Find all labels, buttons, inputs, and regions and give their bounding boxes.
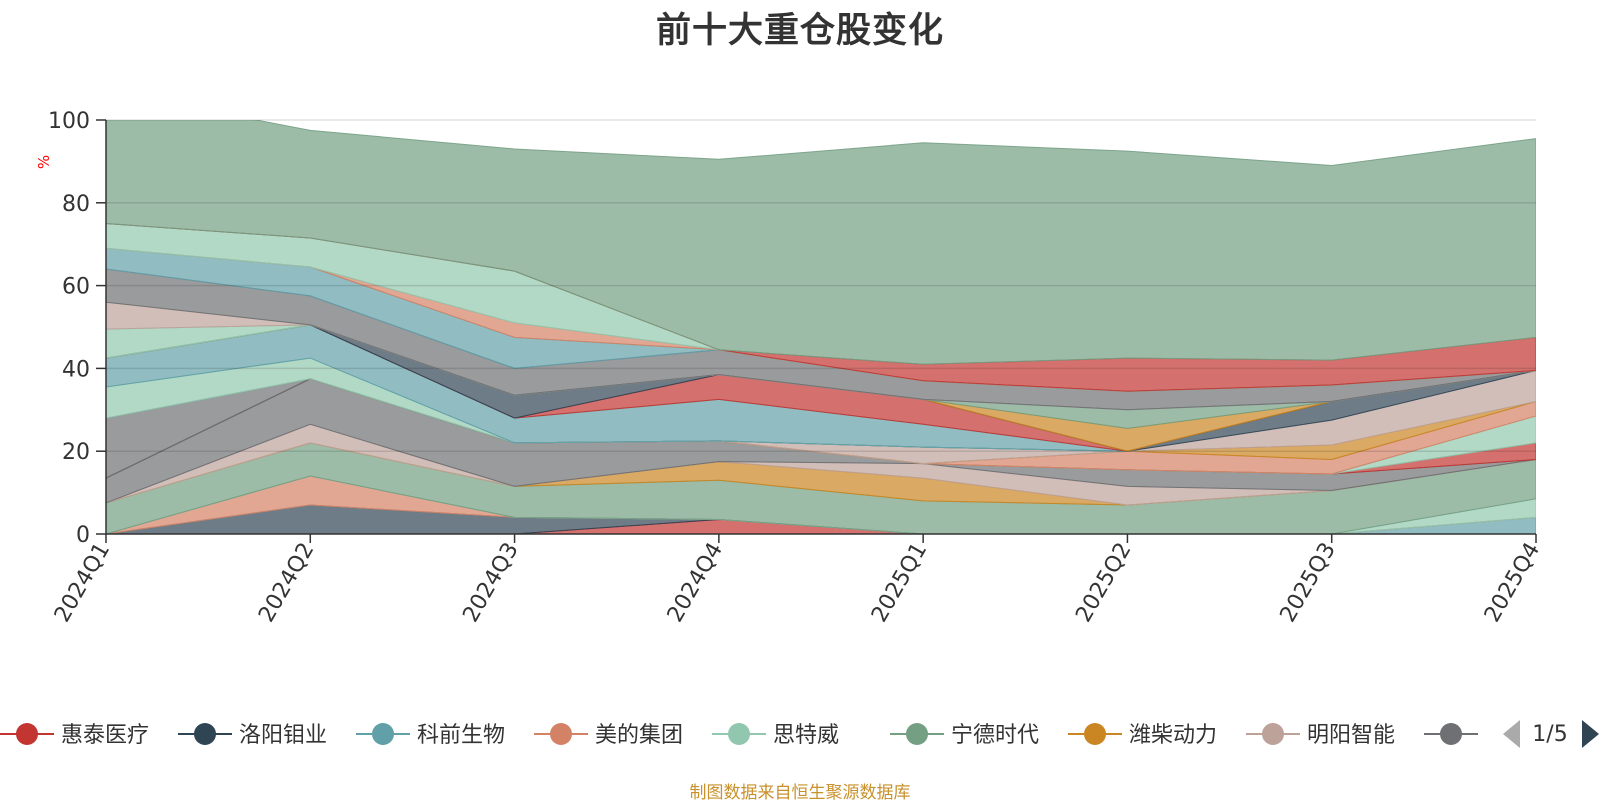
y-axis-label: % [35, 155, 53, 169]
legend-item[interactable]: 科前生物 [356, 723, 505, 748]
legend-item[interactable]: 宁德时代 [890, 723, 1039, 748]
x-tick-label: 2024Q3 [458, 539, 523, 627]
stacked-areas [106, 120, 1536, 534]
legend-page-indicator: 1/5 [1532, 722, 1567, 747]
y-tick-label: 60 [62, 275, 90, 300]
axes [96, 119, 1537, 543]
grid-lines [106, 119, 1536, 452]
x-tick-label: 2025Q1 [867, 539, 932, 627]
legend-marker [194, 723, 216, 745]
legend-item[interactable]: 明阳智能 [1246, 723, 1395, 748]
legend-label: 宁德时代 [951, 723, 1039, 748]
legend-marker [1440, 723, 1462, 745]
legend-item[interactable]: 潍柴动力 [1068, 723, 1217, 748]
x-tick-label: 2024Q4 [663, 539, 728, 627]
y-tick-label: 80 [62, 192, 90, 217]
y-tick-label: 100 [48, 109, 90, 134]
legend-label: 潍柴动力 [1129, 723, 1217, 748]
x-tick-labels: 2024Q1 2024Q2 2024Q3 2024Q4 2025Q1 2025Q2 2025… [50, 539, 1545, 627]
legend-marker [1084, 723, 1106, 745]
legend-marker [550, 723, 572, 745]
area-series-29 [106, 120, 1536, 365]
legend-item[interactable]: 思特威 [712, 723, 839, 748]
y-tick-label: 0 [76, 523, 90, 548]
chart-title: 前十大重仓股变化 [655, 11, 944, 51]
x-tick-label: 2024Q2 [254, 539, 319, 627]
x-tick-label: 2025Q3 [1276, 539, 1341, 627]
legend-label: 美的集团 [595, 723, 683, 748]
legend-label: 明阳智能 [1307, 723, 1395, 748]
triangle-right-icon[interactable] [1582, 720, 1599, 748]
legend-marker [372, 723, 394, 745]
x-tick-label: 2025Q2 [1071, 539, 1136, 627]
legend-marker [906, 723, 928, 745]
x-tick-label: 2025Q4 [1480, 539, 1545, 627]
legend-marker [1262, 723, 1284, 745]
y-tick-label: 40 [62, 357, 90, 382]
legend-item[interactable]: 拓普集团 [1424, 723, 1573, 748]
legend-label: 思特威 [773, 723, 839, 748]
legend-item[interactable]: 惠泰医疗 [0, 723, 149, 748]
legend-label: 科前生物 [417, 723, 505, 748]
y-tick-labels: 0 20 40 60 80 100 [48, 109, 90, 548]
legend-marker [728, 723, 750, 745]
x-tick-label: 2024Q1 [50, 539, 115, 627]
legend-item[interactable]: 洛阳钼业 [178, 723, 327, 748]
legend-pager: 1/5 [1503, 720, 1599, 748]
legend: 惠泰医疗 洛阳钼业 科前生物 美的集团 思特威 宁德时代 潍柴动力 明阳智能 拓普集团 [0, 723, 1573, 748]
data-source-note: 制图数据来自恒生聚源数据库 [689, 783, 911, 803]
y-tick-label: 20 [62, 440, 90, 465]
legend-marker [16, 723, 38, 745]
legend-label: 惠泰医疗 [61, 723, 149, 748]
triangle-left-icon[interactable] [1503, 720, 1520, 748]
legend-item[interactable]: 美的集团 [534, 723, 683, 748]
legend-label: 洛阳钼业 [239, 723, 327, 748]
